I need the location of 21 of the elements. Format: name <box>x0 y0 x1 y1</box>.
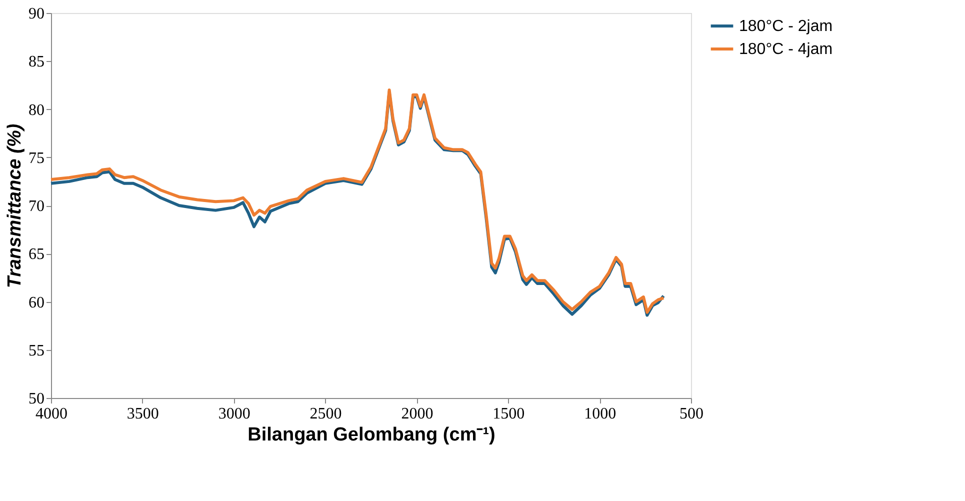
x-tick-label: 500 <box>680 406 704 422</box>
y-tick-label: 75 <box>28 150 44 167</box>
legend-label: 180°C - 4jam <box>739 41 833 58</box>
x-axis-title: Bilangan Gelombang (cm⁻¹) <box>248 424 496 446</box>
x-tick-label: 2000 <box>401 406 434 422</box>
y-tick-label: 65 <box>28 246 44 264</box>
x-tick-label: 4000 <box>36 406 68 422</box>
y-tick-label: 70 <box>28 198 44 215</box>
y-tick-label: 80 <box>28 102 44 119</box>
x-tick-label: 3500 <box>126 406 159 422</box>
y-axis-title: Transmittance (%) <box>4 124 26 288</box>
x-tick-label: 1000 <box>584 406 616 422</box>
legend-label: 180°C - 2jam <box>739 18 833 35</box>
y-tick-label: 85 <box>28 54 44 71</box>
x-tick-label: 1500 <box>492 406 525 422</box>
y-tick-label: 55 <box>28 342 44 360</box>
y-tick-label: 60 <box>28 294 44 312</box>
x-tick-label: 2500 <box>310 406 342 422</box>
y-tick-label: 50 <box>28 390 44 408</box>
y-tick-label: 90 <box>28 6 44 22</box>
x-tick-label: 3000 <box>218 406 250 422</box>
